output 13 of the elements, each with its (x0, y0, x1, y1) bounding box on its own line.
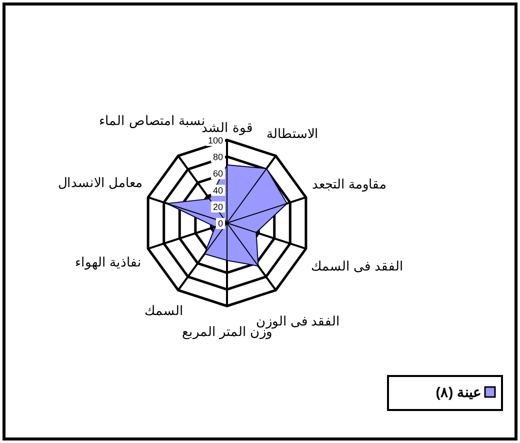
y-tick-label: 20 (212, 202, 223, 212)
spoke-label: مقاومة التجعد (312, 176, 387, 192)
y-tick-label: 0 (218, 218, 223, 228)
y-tick-label: 100 (208, 136, 223, 146)
y-tick-label: 40 (212, 185, 223, 196)
spoke-label: نفاذية الهواء (75, 254, 142, 271)
legend-label: عينة (٨) (436, 384, 481, 400)
y-tick-label: 80 (212, 152, 223, 162)
spoke-label: معامل الانسدال (58, 174, 143, 190)
spoke-label: الفقد فى السمك (311, 258, 404, 274)
spoke-label: السمك (144, 302, 184, 318)
spoke-label: الاستطالة (266, 126, 318, 142)
y-tick-label: 60 (212, 168, 223, 179)
